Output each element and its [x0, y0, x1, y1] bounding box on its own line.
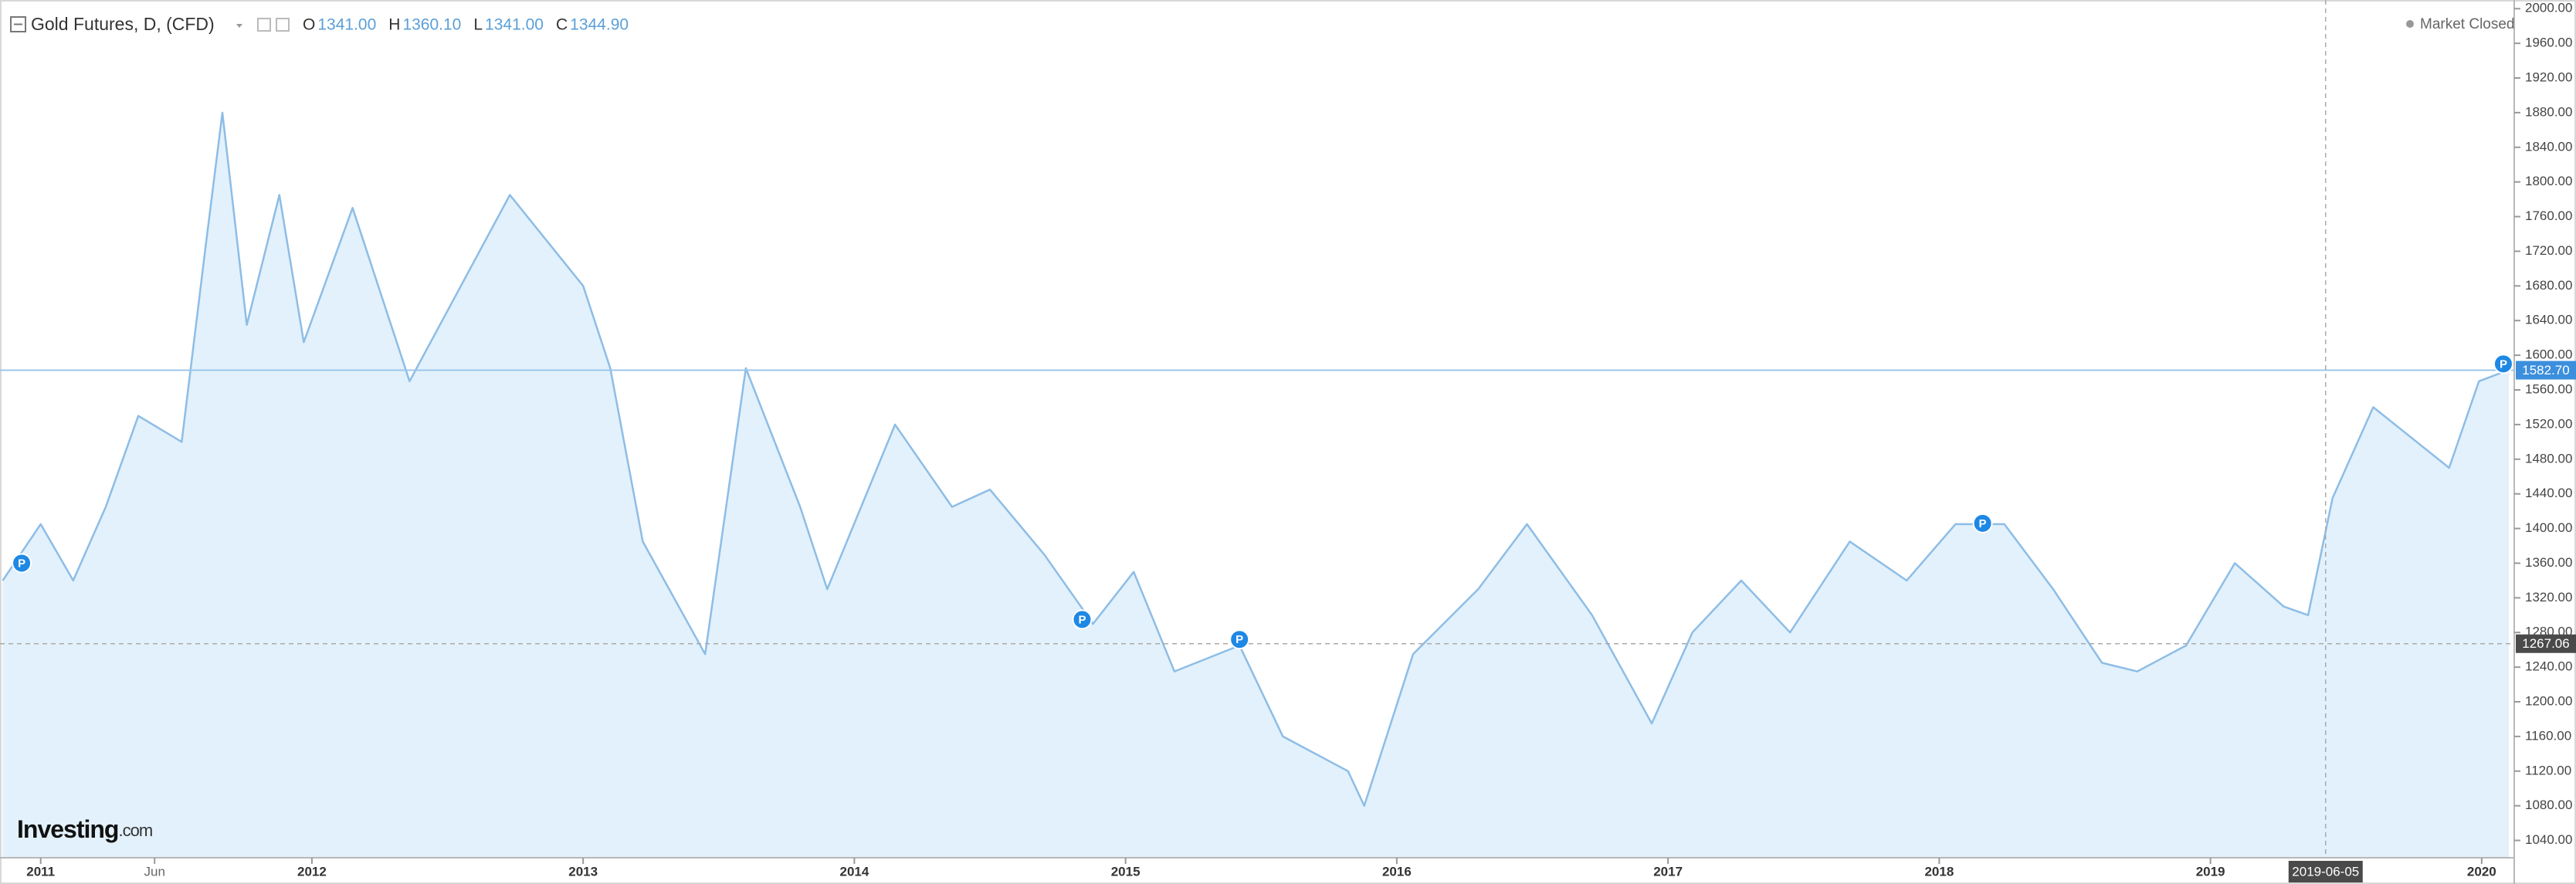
event-marker-label: P [1078, 613, 1086, 626]
last-price-box [2516, 361, 2576, 380]
x-tick-label: 2020 [2467, 864, 2496, 879]
event-marker-label: P [2500, 357, 2507, 371]
ohlc-value: 1344.90 [570, 16, 629, 34]
y-tick-label: 1040.00 [2525, 832, 2572, 847]
event-marker-label: P [18, 557, 25, 570]
event-marker-label: P [1235, 633, 1243, 646]
x-tick-label: 2016 [1382, 864, 1412, 879]
logo-suffix: .com [118, 821, 152, 840]
y-tick-label: 1480.00 [2525, 451, 2572, 466]
ohlc-key: C [556, 16, 568, 34]
chart-title: Gold Futures, D, (CFD) [31, 14, 215, 34]
event-marker [12, 553, 32, 574]
y-tick-label: 1520.00 [2525, 416, 2572, 431]
y-tick-label: 1360.00 [2525, 555, 2572, 570]
y-tick-label: 1880.00 [2525, 104, 2572, 119]
y-tick-label: 1120.00 [2525, 763, 2571, 777]
x-tick-label: 2012 [297, 864, 327, 879]
y-tick-label: 1320.00 [2525, 590, 2572, 605]
x-tick-label: Jun [144, 864, 164, 879]
ohlc-key: H [388, 16, 400, 34]
logo-main: Investing [17, 815, 118, 843]
ohlc-value: 1341.00 [317, 16, 376, 34]
x-tick-label: 2015 [1111, 864, 1141, 879]
y-tick-label: 1760.00 [2525, 208, 2572, 223]
ohlc-key: L [473, 16, 483, 34]
y-tick-label: 1960.00 [2525, 36, 2572, 50]
y-tick-label: 1560.00 [2525, 381, 2572, 396]
y-tick-label: 1080.00 [2525, 798, 2572, 812]
y-tick-label: 1200.00 [2525, 693, 2572, 708]
y-tick-label: 1840.00 [2525, 139, 2572, 154]
x-tick-label: 2019 [2196, 864, 2225, 879]
x-tick-label: 2013 [568, 864, 598, 879]
y-tick-label: 1640.00 [2525, 313, 2572, 327]
y-tick-label: 2000.00 [2525, 1, 2572, 15]
price-area [2, 112, 2509, 858]
ohlc-key: O [303, 16, 315, 34]
crosshair-price-label: 1267.06 [2522, 636, 2569, 651]
market-status: Market Closed [2420, 16, 2515, 32]
collapse-icon[interactable] [10, 16, 26, 32]
y-tick-label: 1680.00 [2525, 278, 2572, 293]
y-tick-label: 1160.00 [2525, 728, 2571, 743]
event-marker [1072, 609, 1093, 630]
ohlc-values: O 1341.00 H 1360.10 L 1341.00 C 1344.90 [303, 16, 629, 34]
header: Gold Futures, D, (CFD) [10, 14, 290, 34]
event-marker [1972, 513, 1993, 533]
dropdown-arrow[interactable] [236, 24, 242, 28]
y-tick-label: 1800.00 [2525, 174, 2572, 188]
event-marker [1229, 629, 1250, 650]
x-tick-label: 2011 [26, 864, 55, 879]
x-tick-label: 2018 [1924, 864, 1954, 879]
crosshair-date-box [2288, 861, 2363, 882]
y-tick-label: 1720.00 [2525, 243, 2572, 258]
y-tick-label: 1920.00 [2525, 69, 2572, 84]
y-tick-label: 1600.00 [2525, 347, 2572, 362]
y-tick-label: 1240.00 [2525, 659, 2572, 674]
close-icon[interactable] [276, 18, 290, 32]
event-marker-label: P [1979, 517, 1987, 530]
x-tick-label: 2014 [839, 864, 869, 879]
crosshair-date-label: 2019-06-05 [2292, 864, 2359, 879]
y-tick-label: 1440.00 [2525, 486, 2572, 500]
ohlc-value: 1360.10 [402, 16, 461, 34]
last-price-label: 1582.70 [2522, 363, 2569, 378]
ohlc-value: 1341.00 [485, 16, 544, 34]
x-tick-label: 2017 [1653, 864, 1683, 879]
status-dot [2406, 20, 2414, 28]
y-tick-label: 1400.00 [2525, 520, 2572, 535]
crosshair-price-box [2516, 634, 2576, 653]
settings-icon[interactable] [257, 18, 271, 32]
logo: Investing.com [17, 815, 152, 843]
event-marker [2493, 354, 2513, 374]
